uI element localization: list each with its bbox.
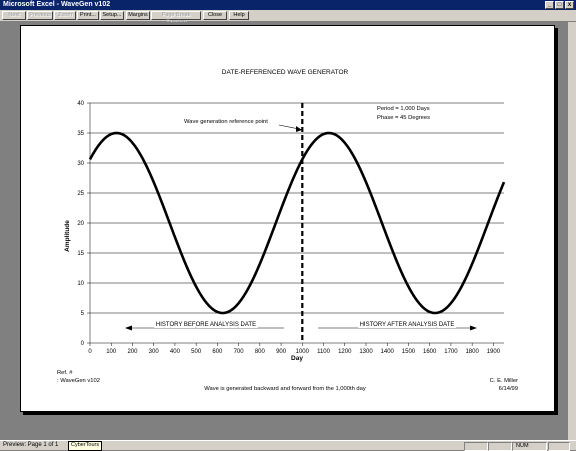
x-tick-label: 400 — [170, 349, 181, 355]
ref-label: Ref. # — [57, 370, 73, 376]
x-tick-label: 1400 — [381, 349, 395, 355]
x-axis-label: Day — [291, 355, 303, 362]
x-tick-label: 200 — [127, 349, 138, 355]
status-text: Preview: Page 1 of 1 — [3, 442, 59, 448]
print-button[interactable]: Print... — [77, 11, 99, 20]
y-tick-label: 20 — [77, 221, 84, 227]
x-tick-label: 1200 — [338, 349, 352, 355]
history-before-label: HISTORY BEFORE ANALYSIS DATE — [156, 322, 256, 328]
help-button[interactable]: Help — [229, 11, 249, 20]
y-tick-label: 15 — [77, 251, 84, 257]
chart-title: DATE-REFERENCED WAVE GENERATOR — [222, 69, 349, 76]
x-tick-label: 1100 — [317, 349, 331, 355]
reference-pointer-line — [278, 124, 300, 130]
chart-grid — [87, 102, 504, 346]
phase-text: Phase = 45 Degrees — [377, 115, 430, 121]
x-tick-label: 700 — [234, 349, 245, 355]
zoom-button[interactable]: Zoom — [54, 11, 76, 20]
period-text: Period = 1,000 Days — [377, 106, 430, 112]
y-axis-label: Amplitude — [64, 220, 71, 252]
history-after-arrowhead — [470, 325, 477, 331]
x-tick-label: 1700 — [444, 349, 458, 355]
y-tick-label: 30 — [77, 161, 84, 167]
x-tick-label: 1800 — [465, 349, 479, 355]
history-after-label: HISTORY AFTER ANALYSIS DATE — [360, 322, 455, 328]
maximize-button[interactable]: □ — [555, 1, 564, 9]
x-tick-label: 0 — [88, 349, 92, 355]
print-preview-toolbar: Next Previous Zoom Print... Setup... Mar… — [0, 10, 576, 25]
status-bar: Preview: Page 1 of 1 CyberTours NUM — [0, 440, 576, 451]
x-tick-label: 800 — [255, 349, 266, 355]
author-name: C. E. Miller — [490, 378, 518, 384]
y-tick-label: 0 — [81, 341, 85, 347]
wave-series-line — [88, 131, 506, 315]
minimize-button[interactable]: _ — [545, 1, 554, 9]
window-title: Microsoft Excel - WaveGen v102 — [3, 1, 111, 8]
print-page: DATE-REFERENCED WAVE GENERATOR 0 5 10 15 20 2… — [20, 25, 555, 412]
x-tick-label: 1600 — [423, 349, 437, 355]
report-date: 6/14/99 — [499, 386, 518, 392]
y-tick-label: 5 — [81, 311, 85, 317]
previous-button[interactable]: Previous — [27, 11, 53, 20]
next-button[interactable]: Next — [2, 11, 26, 20]
vertical-scrollbar[interactable] — [568, 22, 576, 440]
y-tick-label: 25 — [77, 191, 84, 197]
title-bar: Microsoft Excel - WaveGen v102 _ □ x — [0, 0, 576, 10]
reference-point-label: Wave generation reference point — [184, 119, 268, 125]
x-tick-label: 600 — [212, 349, 223, 355]
setup-button[interactable]: Setup... — [100, 11, 124, 20]
close-window-button[interactable]: x — [565, 1, 574, 9]
y-tick-label: 10 — [77, 281, 84, 287]
footnote: Wave is generated backward and forward f… — [204, 386, 366, 392]
x-tick-label: 300 — [149, 349, 160, 355]
margins-button[interactable]: Margins — [126, 11, 150, 20]
x-tick-label: 100 — [106, 349, 117, 355]
page-break-preview-button[interactable]: Page Break Preview — [151, 11, 201, 25]
reference-pointer-arrow — [296, 126, 302, 132]
close-preview-button[interactable]: Close — [203, 11, 227, 20]
x-tick-label: 1900 — [487, 349, 501, 355]
history-before-arrowhead — [125, 325, 132, 331]
y-tick-label: 35 — [77, 131, 84, 137]
y-tick-label: 40 — [77, 101, 84, 107]
x-tick-label: 1000 — [296, 349, 310, 355]
y-axis-tick-labels: 0 5 10 15 20 25 30 35 40 — [77, 101, 84, 347]
x-tick-label: 500 — [191, 349, 202, 355]
x-tick-label: 900 — [276, 349, 287, 355]
ref-value: : WaveGen v102 — [57, 378, 100, 384]
page-content: DATE-REFERENCED WAVE GENERATOR 0 5 10 15 20 2… — [57, 69, 518, 392]
x-axis-tick-labels: 0 100 200 300 400 500 600 700 800 900 1000 1100 1200… — [88, 349, 500, 355]
x-tick-label: 1300 — [359, 349, 373, 355]
x-tick-label: 1500 — [402, 349, 416, 355]
